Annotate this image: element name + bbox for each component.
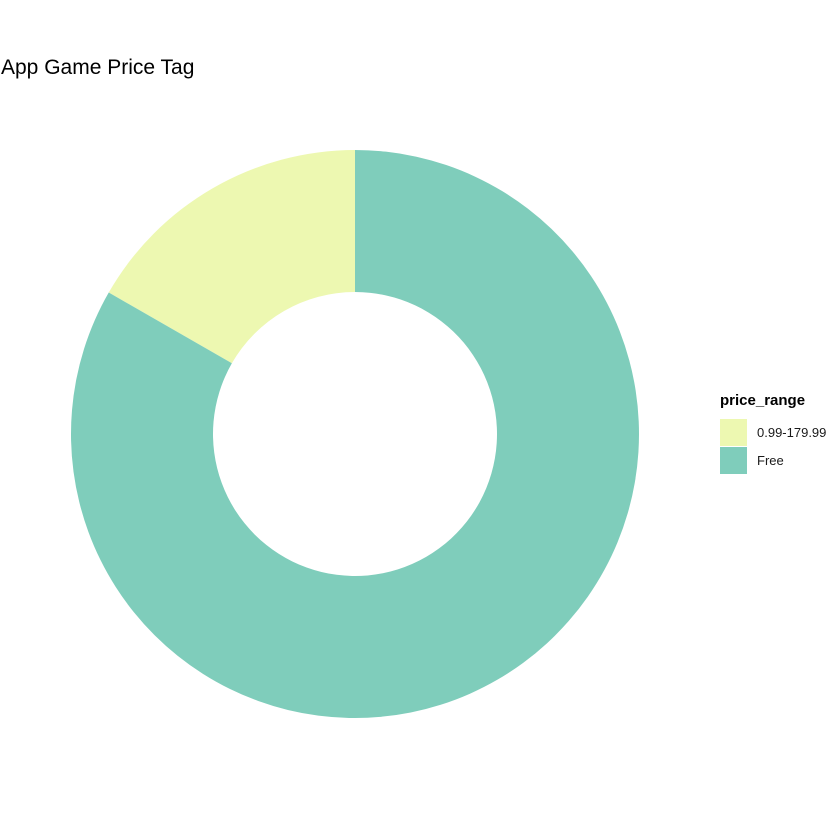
chart-title: App Game Price Tag xyxy=(1,56,195,79)
donut-slice-free xyxy=(70,150,639,718)
legend-swatch-free xyxy=(720,446,747,474)
legend-swatch-0.99-179.99 xyxy=(720,418,747,446)
legend: price_range 0.99-179.99 Free xyxy=(720,392,826,474)
legend-title: price_range xyxy=(720,392,806,409)
legend-item-0.99-179.99: 0.99-179.99 xyxy=(720,418,826,446)
legend-item-free: Free xyxy=(720,446,826,474)
legend-label-free: Free xyxy=(757,452,784,468)
legend-label-0.99-179.99: 0.99-179.99 xyxy=(757,424,827,440)
donut-slice-0.99-179.99 xyxy=(108,150,355,364)
